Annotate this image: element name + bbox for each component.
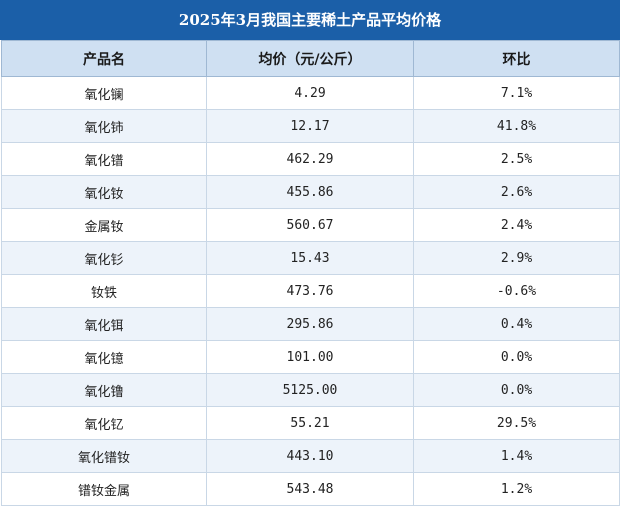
table-row: 氧化镨钕 443.10 1.4%	[1, 439, 620, 473]
price-cell: 15.43	[206, 241, 414, 275]
table-title: 2025年3月我国主要稀土产品平均价格	[0, 0, 620, 40]
product-name-cell: 氧化铈	[1, 109, 207, 143]
table-row: 氧化钇 55.21 29.5%	[1, 406, 620, 440]
product-name-cell: 金属钕	[1, 208, 207, 242]
mom-cell: 29.5%	[413, 406, 620, 440]
header-month-on-month: 环比	[413, 40, 620, 77]
product-name-cell: 氧化镨钕	[1, 439, 207, 473]
header-product-name: 产品名	[1, 40, 207, 77]
header-row: 产品名 均价（元/公斤） 环比	[1, 40, 620, 77]
mom-cell: 41.8%	[413, 109, 620, 143]
price-cell: 101.00	[206, 340, 414, 374]
product-name-cell: 氧化镱	[1, 340, 207, 374]
table-row: 氧化铈 12.17 41.8%	[1, 109, 620, 143]
mom-cell: 0.0%	[413, 373, 620, 407]
mom-cell: 1.4%	[413, 439, 620, 473]
product-name-cell: 氧化钇	[1, 406, 207, 440]
product-name-cell: 氧化镥	[1, 373, 207, 407]
table-row: 钕铁 473.76 -0.6%	[1, 274, 620, 308]
table-row: 氧化钕 455.86 2.6%	[1, 175, 620, 209]
mom-cell: 0.4%	[413, 307, 620, 341]
price-cell: 12.17	[206, 109, 414, 143]
mom-cell: 2.4%	[413, 208, 620, 242]
mom-cell: 2.5%	[413, 142, 620, 176]
product-name-cell: 氧化铒	[1, 307, 207, 341]
table-row: 金属钕 560.67 2.4%	[1, 208, 620, 242]
mom-cell: 1.2%	[413, 472, 620, 506]
product-name-cell: 氧化镧	[1, 76, 207, 110]
product-name-cell: 氧化钕	[1, 175, 207, 209]
table-row: 氧化镱 101.00 0.0%	[1, 340, 620, 374]
mom-cell: 7.1%	[413, 76, 620, 110]
mom-cell: 0.0%	[413, 340, 620, 374]
product-name-cell: 氧化钐	[1, 241, 207, 275]
price-cell: 4.29	[206, 76, 414, 110]
table-row: 氧化镥 5125.00 0.0%	[1, 373, 620, 407]
mom-cell: -0.6%	[413, 274, 620, 308]
price-cell: 473.76	[206, 274, 414, 308]
mom-cell: 2.6%	[413, 175, 620, 209]
product-name-cell: 钕铁	[1, 274, 207, 308]
price-cell: 295.86	[206, 307, 414, 341]
price-cell: 55.21	[206, 406, 414, 440]
table-row: 氧化铒 295.86 0.4%	[1, 307, 620, 341]
price-cell: 455.86	[206, 175, 414, 209]
price-table: 产品名 均价（元/公斤） 环比 氧化镧 4.29 7.1% 氧化铈 12.17 …	[1, 40, 620, 506]
table-row: 镨钕金属 543.48 1.2%	[1, 472, 620, 506]
table-row: 氧化镨 462.29 2.5%	[1, 142, 620, 176]
price-cell: 462.29	[206, 142, 414, 176]
price-cell: 560.67	[206, 208, 414, 242]
price-cell: 543.48	[206, 472, 414, 506]
table-row: 氧化钐 15.43 2.9%	[1, 241, 620, 275]
price-cell: 443.10	[206, 439, 414, 473]
header-average-price: 均价（元/公斤）	[206, 40, 414, 77]
mom-cell: 2.9%	[413, 241, 620, 275]
table-row: 氧化镧 4.29 7.1%	[1, 76, 620, 110]
product-name-cell: 镨钕金属	[1, 472, 207, 506]
product-name-cell: 氧化镨	[1, 142, 207, 176]
price-cell: 5125.00	[206, 373, 414, 407]
